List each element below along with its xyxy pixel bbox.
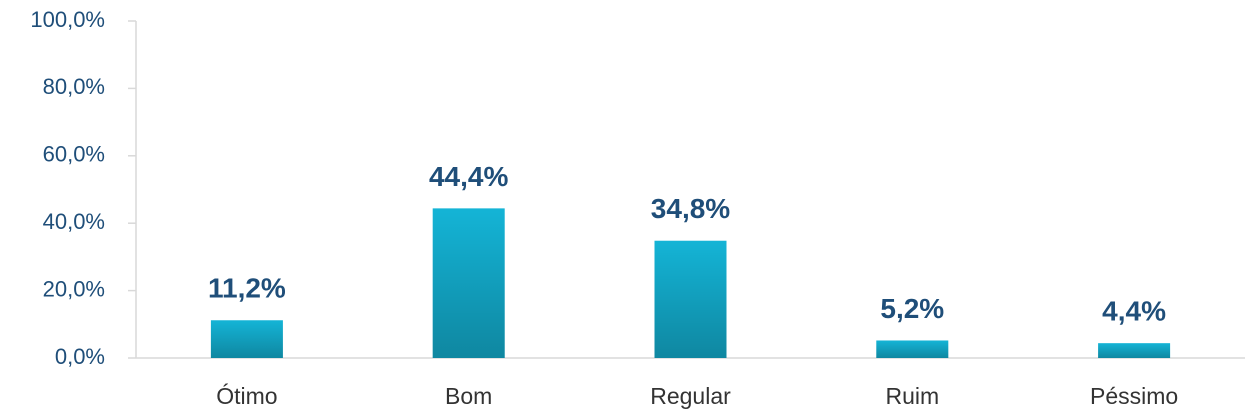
y-tick-label: 40,0% [43,209,105,234]
x-tick-label: Péssimo [1090,383,1178,409]
value-label: 4,4% [1102,296,1166,327]
value-label: 34,8% [651,193,730,224]
bar-shade [1098,343,1171,358]
value-label: 11,2% [208,273,286,304]
y-tick-label: 100,0% [30,7,105,32]
value-label: 44,4% [429,161,508,192]
x-tick-label: Regular [650,383,731,409]
bar-shade [876,340,949,358]
y-tick-label: 60,0% [43,142,105,167]
x-tick-label: Bom [445,383,492,409]
bar-shade [654,240,727,358]
bar-shade [432,208,505,358]
bar-shade [210,320,283,358]
y-tick-label: 20,0% [43,276,105,301]
y-tick-label: 80,0% [43,74,105,99]
x-tick-label: Ruim [885,383,939,409]
value-label: 5,2% [880,293,944,324]
x-tick-label: Ótimo [216,383,277,409]
y-tick-label: 0,0% [55,344,105,369]
